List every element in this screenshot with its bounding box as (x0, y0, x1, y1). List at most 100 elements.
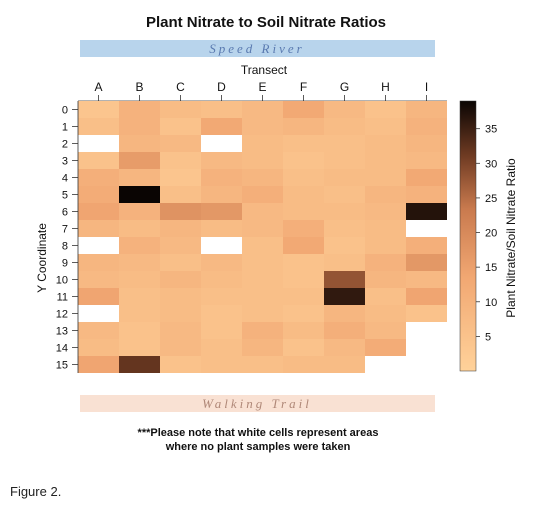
top-banner (80, 40, 435, 57)
heatmap-cell (160, 118, 201, 135)
heatmap-cell (78, 135, 119, 152)
y-tick-label: 5 (62, 190, 68, 202)
heatmap-cell (201, 305, 242, 322)
heatmap-cell (365, 322, 406, 339)
heatmap-cell (160, 101, 201, 118)
y-tick-label: 15 (56, 360, 68, 372)
heatmap-cell (160, 169, 201, 186)
colorbar (459, 100, 477, 372)
heatmap-cell (160, 237, 201, 254)
heatmap-cell (78, 356, 119, 373)
y-tick-label: 9 (62, 258, 68, 270)
heatmap-cell (324, 152, 365, 169)
heatmap-cell (324, 186, 365, 203)
y-tick-label: 1 (62, 122, 68, 134)
heatmap-cell (160, 322, 201, 339)
y-tick-label: 2 (62, 139, 68, 151)
heatmap-cell (160, 288, 201, 305)
heatmap-cell (242, 169, 283, 186)
bottom-banner-text: Walking Trail (202, 396, 312, 411)
heatmap-cell (365, 220, 406, 237)
heatmap-cell (406, 305, 447, 322)
note-line-2: where no plant samples were taken (165, 441, 351, 453)
heatmap-cell (242, 152, 283, 169)
heatmap-cell (119, 169, 160, 186)
heatmap-cell (160, 203, 201, 220)
y-tick-label: 0 (62, 105, 68, 117)
heatmap-cell (201, 186, 242, 203)
y-tick-label: 12 (56, 309, 68, 321)
heatmap-cell (406, 356, 447, 373)
heatmap-cell (119, 220, 160, 237)
heatmap-cell (365, 203, 406, 220)
heatmap-cell (365, 288, 406, 305)
colorbar-tick-label: 20 (485, 228, 497, 240)
x-tick-label: C (176, 80, 185, 94)
figure-caption: Figure 2. (10, 484, 62, 499)
heatmap-cell (242, 356, 283, 373)
heatmap-cell (78, 305, 119, 322)
heatmap-cell (283, 101, 324, 118)
y-tick-label: 3 (62, 156, 68, 168)
y-tick-label: 8 (62, 241, 68, 253)
y-tick-label: 11 (57, 292, 68, 304)
heatmap-cell (201, 339, 242, 356)
heatmap-cell (201, 203, 242, 220)
x-tick-label: I (425, 80, 428, 94)
heatmap-cell (365, 152, 406, 169)
heatmap-cell (242, 220, 283, 237)
heatmap-cell (78, 237, 119, 254)
heatmap-cell (406, 135, 447, 152)
x-tick-labels: A B C D E F G H I (78, 80, 447, 102)
colorbar-tick-label: 25 (485, 193, 497, 205)
heatmap-cell (324, 203, 365, 220)
heatmap-cell (201, 254, 242, 271)
heatmap-cell (365, 271, 406, 288)
heatmap-cell (119, 118, 160, 135)
heatmap-cell (160, 254, 201, 271)
heatmap-cell (324, 288, 365, 305)
heatmap-cell (78, 220, 119, 237)
heatmap-cell (406, 288, 447, 305)
heatmap-cell (201, 101, 242, 118)
heatmap-cell (406, 203, 447, 220)
heatmap-cell (406, 152, 447, 169)
heatmap-cell (160, 135, 201, 152)
heatmap-cell (283, 339, 324, 356)
colorbar-tick-label: 30 (485, 158, 497, 170)
heatmap-cell (119, 203, 160, 220)
colorbar-tick-label: 5 (485, 331, 491, 343)
y-tick-label: 10 (56, 275, 68, 287)
heatmap-cell (78, 169, 119, 186)
x-tick-label: G (340, 80, 349, 94)
heatmap-cell (119, 356, 160, 373)
y-axis-label: Y Coordinate (35, 223, 49, 293)
heatmap-cell (406, 101, 447, 118)
colorbar-ticks: 5 10 15 20 25 30 35 (476, 124, 497, 343)
heatmap-cell (201, 237, 242, 254)
heatmap-cell (324, 118, 365, 135)
heatmap-cell (78, 288, 119, 305)
heatmap-cell (365, 339, 406, 356)
heatmap-cell (119, 339, 160, 356)
heatmap-cell (365, 305, 406, 322)
x-tick-label: H (381, 80, 390, 94)
heatmap-cell (160, 305, 201, 322)
heatmap-cell (78, 152, 119, 169)
heatmap-cell (324, 135, 365, 152)
heatmap-cell (242, 186, 283, 203)
heatmap-cell (283, 356, 324, 373)
heatmap-cell (283, 322, 324, 339)
heatmap-cell (283, 305, 324, 322)
heatmap-cell (324, 101, 365, 118)
heatmap-cell (324, 305, 365, 322)
heatmap-cell (119, 322, 160, 339)
heatmap-cell (119, 186, 160, 203)
note-line-1: ***Please note that white cells represen… (138, 427, 379, 439)
chart-title: Plant Nitrate to Soil Nitrate Ratios (146, 14, 386, 31)
heatmap-cell (78, 101, 119, 118)
heatmap-cell (242, 271, 283, 288)
heatmap-cell (242, 237, 283, 254)
heatmap-cell (283, 203, 324, 220)
heatmap-cell (201, 152, 242, 169)
